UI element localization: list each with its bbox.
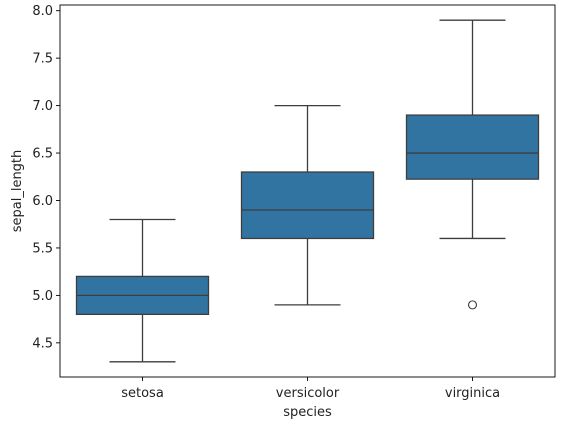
y-tick-label: 5.0 — [32, 289, 53, 304]
x-tick-label-virginica: virginica — [445, 386, 500, 401]
y-axis: 4.5 5.0 5.5 6.0 6.5 7.0 7.5 8.0 — [32, 4, 60, 351]
box-virginica — [405, 19, 540, 310]
y-tick-label: 6.5 — [32, 147, 53, 162]
y-tick-label: 7.5 — [32, 52, 53, 67]
y-tick-label: 4.5 — [32, 336, 53, 351]
iqr-box — [405, 114, 540, 180]
outlier-point — [467, 300, 478, 310]
iqr-box — [240, 171, 375, 240]
y-tick-label: 6.0 — [32, 194, 53, 209]
x-axis: setosa versicolor virginica — [121, 377, 500, 401]
box-setosa — [75, 218, 210, 363]
y-axis-label: sepal_length — [10, 150, 25, 233]
x-tick-label-setosa: setosa — [121, 386, 164, 401]
x-tick-label-versicolor: versicolor — [276, 386, 340, 401]
y-tick-label: 8.0 — [32, 4, 53, 19]
x-axis-label: species — [283, 405, 332, 420]
y-tick-label: 5.5 — [32, 241, 53, 256]
box-versicolor — [240, 104, 375, 306]
y-tick-label: 7.0 — [32, 99, 53, 114]
boxes-group — [75, 19, 540, 363]
